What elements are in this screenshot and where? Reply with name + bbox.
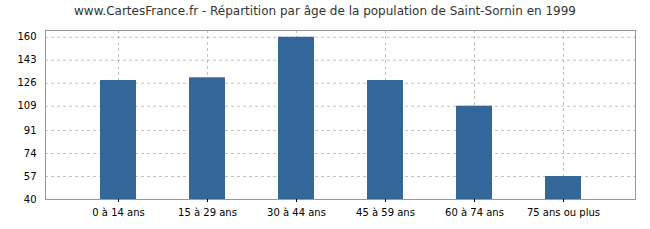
svg-text:143: 143: [17, 54, 36, 65]
svg-text:74: 74: [24, 148, 37, 159]
svg-text:126: 126: [17, 77, 36, 88]
svg-text:15 à 29 ans: 15 à 29 ans: [178, 207, 237, 218]
svg-text:40: 40: [24, 194, 37, 205]
html-text:www.CartesFrance.fr - Répartit: www.CartesFrance.fr - Répartition par âg…: [74, 4, 576, 18]
svg-text:57: 57: [24, 171, 37, 182]
svg-text:160: 160: [17, 31, 36, 42]
svg-text:30 à 44 ans: 30 à 44 ans: [267, 207, 326, 218]
svg-text:60 à 74 ans: 60 à 74 ans: [445, 207, 504, 218]
svg-text:75 ans ou plus: 75 ans ou plus: [527, 207, 600, 218]
svg-text:0 à 14 ans: 0 à 14 ans: [92, 207, 144, 218]
svg-text:45 à 59 ans: 45 à 59 ans: [356, 207, 415, 218]
svg-text:109: 109: [17, 100, 36, 111]
svg-text:91: 91: [24, 125, 37, 136]
